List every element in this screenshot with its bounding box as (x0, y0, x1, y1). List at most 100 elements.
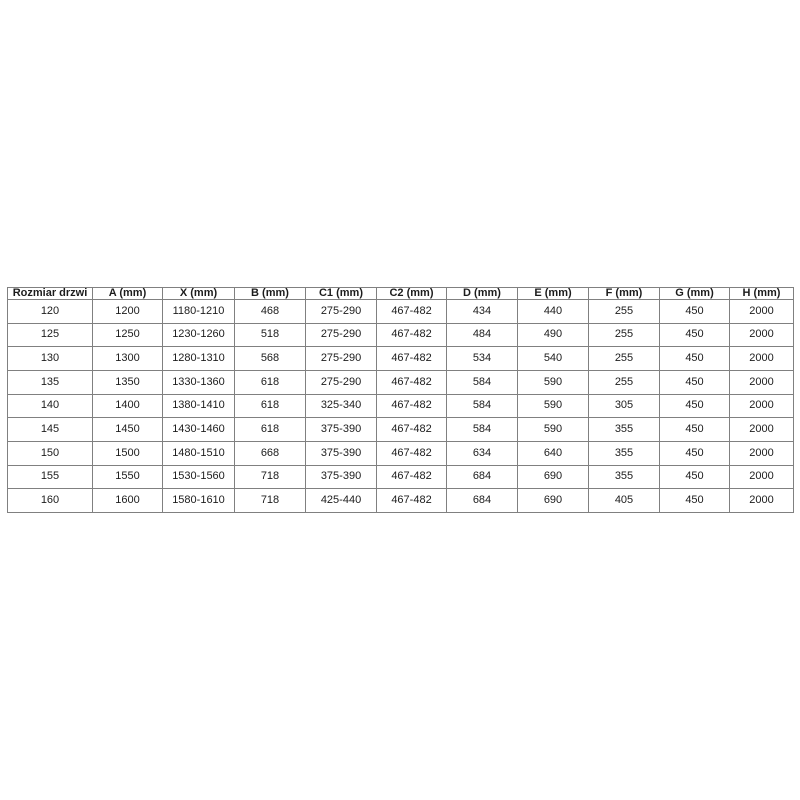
table-row: 145 1450 1430-1460 618 375-390 467-482 584 590 3… (7, 417, 794, 442)
table-cell: 434 (446, 299, 518, 324)
table-cell: 450 (659, 322, 730, 348)
table-cell: 275-290 (305, 299, 377, 324)
table-cell: 584 (446, 417, 518, 442)
table-cell: 590 (517, 369, 589, 395)
table-cell: 120 (7, 299, 93, 324)
door-dimensions-table: Rozmiar drzwi A (mm) X (mm) B (mm) C1 (mm) C2… (7, 287, 794, 513)
table-row: 150 1500 1480-1510 668 375-390 467-482 634 640 3… (7, 440, 794, 466)
table-cell: 490 (517, 322, 589, 348)
table-row-header: Rozmiar drzwi A (mm) X (mm) B (mm) C1 (mm) C2… (7, 287, 794, 300)
table-cell: 1380-1410 (162, 393, 235, 419)
table-cell: 568 (234, 346, 306, 371)
table-cell: 1250 (92, 322, 163, 348)
table-cell: 690 (517, 488, 589, 513)
table-cell: 2000 (729, 322, 794, 348)
table-cell: 1280-1310 (162, 346, 235, 371)
table-cell: 1430-1460 (162, 417, 235, 442)
table-cell: 684 (446, 464, 518, 490)
table-body: 120 1200 1180-1210 468 275-290 467-482 434 440 2… (7, 299, 794, 513)
table-cell: 1300 (92, 346, 163, 371)
table-row: 125 1250 1230-1260 518 275-290 467-482 484 490 2… (7, 322, 794, 348)
table-cell: 467-482 (376, 440, 447, 466)
table-cell: 2000 (729, 464, 794, 490)
table-cell: 468 (234, 299, 306, 324)
column-header: Rozmiar drzwi (7, 287, 93, 300)
table-cell: 618 (234, 369, 306, 395)
column-header: G (mm) (659, 287, 730, 300)
table-cell: 425-440 (305, 488, 377, 513)
table-cell: 450 (659, 417, 730, 442)
table-cell: 140 (7, 393, 93, 419)
table-cell: 1200 (92, 299, 163, 324)
table-cell: 255 (588, 299, 660, 324)
table-cell: 450 (659, 488, 730, 513)
table-row: 135 1350 1330-1360 618 275-290 467-482 584 590 2… (7, 369, 794, 395)
table-cell: 255 (588, 346, 660, 371)
table-cell: 467-482 (376, 393, 447, 419)
table-cell: 1350 (92, 369, 163, 395)
column-header: B (mm) (234, 287, 306, 300)
table-cell: 1400 (92, 393, 163, 419)
table-cell: 275-290 (305, 322, 377, 348)
column-header: D (mm) (446, 287, 518, 300)
table-cell: 375-390 (305, 417, 377, 442)
table-cell: 2000 (729, 417, 794, 442)
column-header: C2 (mm) (376, 287, 447, 300)
table-row: 120 1200 1180-1210 468 275-290 467-482 434 440 2… (7, 299, 794, 324)
table-row: 140 1400 1380-1410 618 325-340 467-482 584 590 3… (7, 393, 794, 419)
table-cell: 590 (517, 417, 589, 442)
table-cell: 440 (517, 299, 589, 324)
table-cell: 540 (517, 346, 589, 371)
table-cell: 130 (7, 346, 93, 371)
table-cell: 450 (659, 440, 730, 466)
table-cell: 2000 (729, 299, 794, 324)
table-cell: 534 (446, 346, 518, 371)
table-cell: 690 (517, 464, 589, 490)
table-header-row: Rozmiar drzwi A (mm) X (mm) B (mm) C1 (mm) C2… (7, 287, 794, 300)
table-cell: 150 (7, 440, 93, 466)
table-cell: 484 (446, 322, 518, 348)
table-cell: 467-482 (376, 299, 447, 324)
table-cell: 275-290 (305, 369, 377, 395)
table-row: 160 1600 1580-1610 718 425-440 467-482 684 690 4… (7, 488, 794, 513)
table-cell: 375-390 (305, 464, 377, 490)
column-header: H (mm) (729, 287, 794, 300)
table-cell: 467-482 (376, 346, 447, 371)
table-cell: 640 (517, 440, 589, 466)
table-cell: 125 (7, 322, 93, 348)
table-cell: 1530-1560 (162, 464, 235, 490)
table-cell: 1500 (92, 440, 163, 466)
table-cell: 325-340 (305, 393, 377, 419)
table-cell: 467-482 (376, 464, 447, 490)
table-row: 130 1300 1280-1310 568 275-290 467-482 534 540 2… (7, 346, 794, 371)
table-cell: 1600 (92, 488, 163, 513)
table-cell: 467-482 (376, 417, 447, 442)
table-cell: 2000 (729, 440, 794, 466)
table-cell: 255 (588, 322, 660, 348)
column-header: A (mm) (92, 287, 163, 300)
table-cell: 375-390 (305, 440, 377, 466)
table-cell: 355 (588, 464, 660, 490)
table-cell: 467-482 (376, 488, 447, 513)
table-cell: 1480-1510 (162, 440, 235, 466)
table-cell: 450 (659, 346, 730, 371)
table-cell: 450 (659, 369, 730, 395)
table-cell: 160 (7, 488, 93, 513)
table-cell: 2000 (729, 393, 794, 419)
table-cell: 450 (659, 393, 730, 419)
table-cell: 1230-1260 (162, 322, 235, 348)
table-cell: 1580-1610 (162, 488, 235, 513)
table-cell: 450 (659, 464, 730, 490)
table-cell: 2000 (729, 369, 794, 395)
table-cell: 618 (234, 393, 306, 419)
table-cell: 355 (588, 440, 660, 466)
table-cell: 718 (234, 464, 306, 490)
table-cell: 1550 (92, 464, 163, 490)
table-cell: 155 (7, 464, 93, 490)
table-cell: 718 (234, 488, 306, 513)
table-cell: 275-290 (305, 346, 377, 371)
table-cell: 618 (234, 417, 306, 442)
table-cell: 590 (517, 393, 589, 419)
table-cell: 518 (234, 322, 306, 348)
